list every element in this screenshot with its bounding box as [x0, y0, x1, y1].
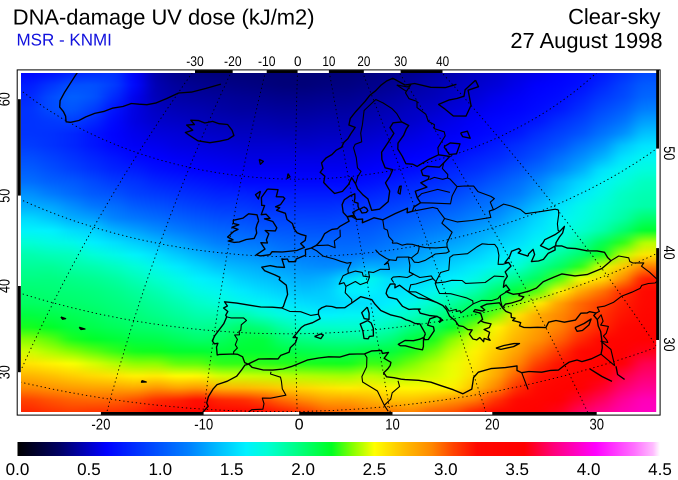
svg-text:40: 40: [436, 53, 449, 69]
svg-text:0.0: 0.0: [6, 460, 30, 479]
svg-text:-10: -10: [194, 417, 213, 434]
svg-text:30: 30: [590, 417, 605, 434]
svg-text:20: 20: [357, 53, 370, 69]
svg-text:27 August 1998: 27 August 1998: [510, 28, 662, 53]
svg-text:MSR - KNMI: MSR - KNMI: [17, 31, 112, 50]
svg-text:60: 60: [0, 92, 14, 106]
svg-text:30: 30: [660, 338, 677, 352]
svg-text:30: 30: [0, 365, 14, 379]
svg-text:30: 30: [394, 53, 407, 69]
svg-text:20: 20: [485, 417, 500, 434]
svg-text:0: 0: [295, 417, 304, 434]
svg-text:-20: -20: [224, 53, 242, 69]
svg-text:-30: -30: [186, 53, 204, 69]
svg-text:4.5: 4.5: [648, 460, 672, 479]
svg-text:1.0: 1.0: [148, 460, 172, 479]
svg-text:-20: -20: [91, 417, 110, 434]
svg-text:3.0: 3.0: [434, 460, 458, 479]
svg-text:-10: -10: [258, 53, 276, 69]
svg-text:Clear-sky: Clear-sky: [568, 4, 660, 29]
svg-text:DNA-damage UV dose (kJ/m2): DNA-damage UV dose (kJ/m2): [13, 5, 315, 30]
svg-text:0: 0: [294, 53, 302, 69]
svg-text:1.5: 1.5: [220, 460, 244, 479]
svg-text:4.0: 4.0: [577, 460, 601, 479]
svg-text:40: 40: [0, 279, 14, 293]
svg-text:0.5: 0.5: [77, 460, 101, 479]
svg-text:2.0: 2.0: [291, 460, 315, 479]
svg-text:10: 10: [322, 53, 335, 69]
svg-text:2.5: 2.5: [363, 460, 387, 479]
svg-text:10: 10: [385, 417, 400, 434]
svg-text:50: 50: [660, 146, 677, 160]
svg-text:40: 40: [660, 246, 677, 260]
svg-text:3.5: 3.5: [505, 460, 529, 479]
svg-text:50: 50: [0, 188, 14, 202]
